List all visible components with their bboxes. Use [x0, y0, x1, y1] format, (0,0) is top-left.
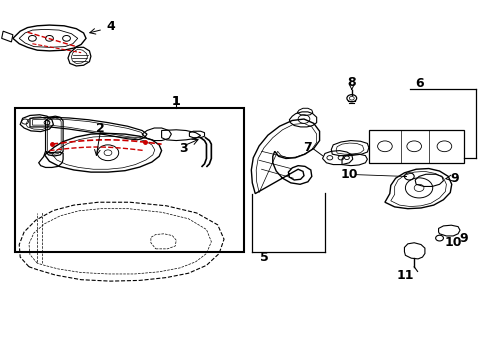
Text: 1: 1 [171, 95, 180, 108]
Text: 8: 8 [347, 76, 355, 89]
Text: 10: 10 [444, 236, 461, 249]
Text: 11: 11 [396, 269, 413, 282]
Text: 6: 6 [414, 77, 423, 90]
Text: 2: 2 [96, 122, 105, 135]
Bar [15, 108, 244, 252]
Text: 9: 9 [450, 172, 459, 185]
Text: 7: 7 [303, 140, 312, 153]
Text: 4: 4 [106, 20, 115, 33]
Text: 1: 1 [171, 95, 180, 108]
Text: 3: 3 [179, 142, 187, 155]
Text: 5: 5 [259, 251, 268, 264]
Text: 10: 10 [340, 168, 357, 181]
Text: 9: 9 [459, 231, 468, 244]
